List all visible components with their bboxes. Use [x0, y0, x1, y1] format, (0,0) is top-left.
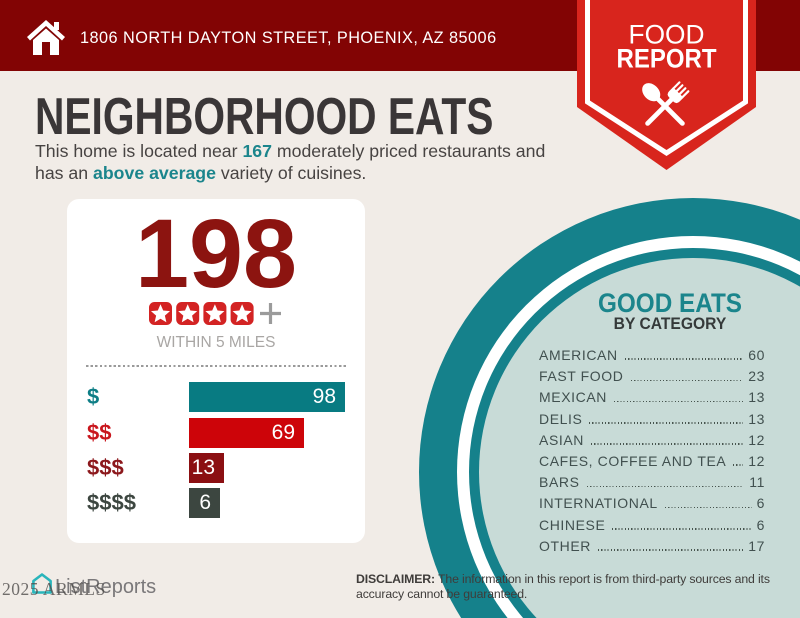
svg-text:REPORT: REPORT	[617, 44, 717, 74]
svg-text:FOOD: FOOD	[629, 20, 705, 50]
